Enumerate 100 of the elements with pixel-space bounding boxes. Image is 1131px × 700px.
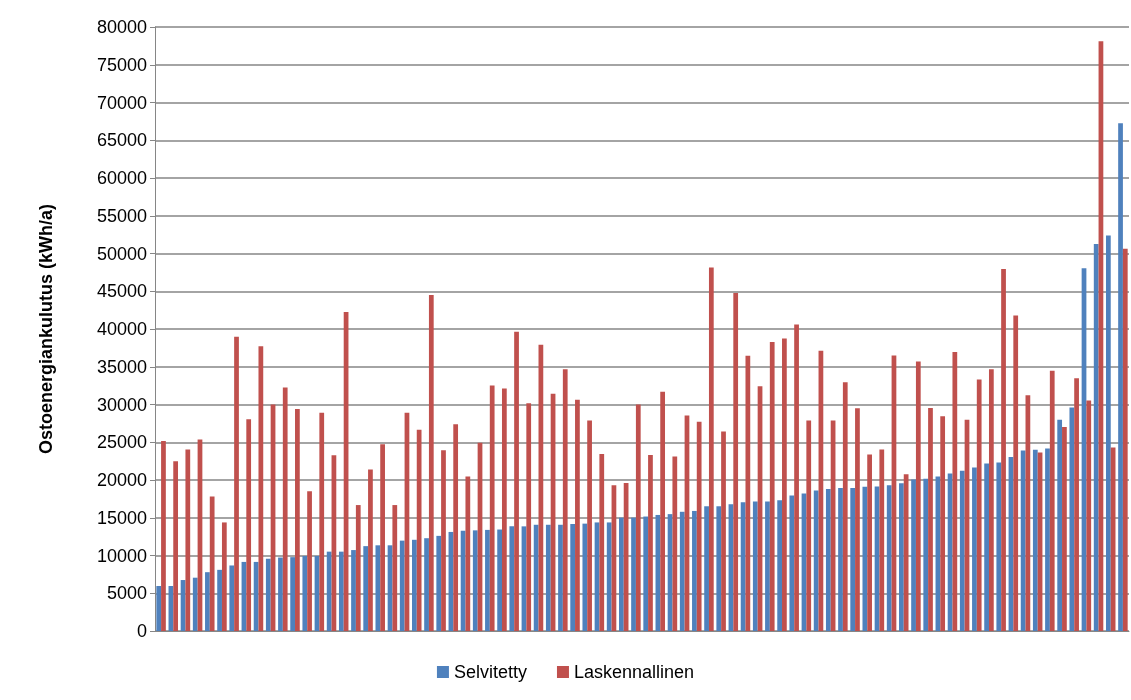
bar: [618, 517, 624, 631]
bar: [562, 369, 568, 631]
y-tick-label: 70000: [96, 92, 147, 113]
bar: [282, 387, 288, 631]
legend-label: Selvitetty: [453, 662, 527, 682]
bar: [351, 550, 356, 631]
bar: [221, 522, 227, 631]
bar: [209, 496, 215, 631]
bar: [1093, 244, 1099, 631]
y-tick-label: 45000: [96, 281, 147, 302]
bar: [721, 431, 726, 631]
bar: [855, 408, 860, 631]
bar: [545, 524, 551, 631]
bar: [696, 421, 702, 631]
bar: [886, 485, 892, 631]
bar: [465, 476, 471, 631]
bar: [789, 495, 795, 631]
bar: [514, 331, 519, 631]
bar: [899, 483, 904, 631]
bar: [441, 450, 446, 631]
bar: [436, 535, 442, 631]
bar: [497, 529, 502, 631]
bar: [806, 420, 812, 631]
bar: [996, 462, 1002, 631]
bar: [173, 461, 179, 631]
bar: [570, 524, 576, 631]
bar: [1057, 419, 1063, 631]
bar: [192, 577, 198, 631]
bar: [587, 420, 592, 631]
bar: [558, 524, 563, 631]
bar: [752, 501, 758, 631]
bar: [850, 488, 856, 631]
bar: [246, 419, 252, 631]
bar: [704, 506, 709, 631]
bar: [368, 469, 373, 631]
bar: [745, 355, 751, 631]
bar: [428, 295, 434, 631]
bar: [1074, 378, 1079, 631]
bar: [769, 341, 775, 631]
y-tick-label: 20000: [96, 470, 147, 490]
legend-label: Laskennallinen: [573, 662, 695, 682]
bar: [606, 522, 612, 631]
bar: [399, 540, 405, 631]
bar: [708, 267, 714, 631]
bar: [1069, 407, 1075, 631]
bar: [205, 572, 210, 631]
y-tick-label: 50000: [96, 243, 147, 264]
bar: [988, 369, 994, 631]
bar: [307, 491, 312, 631]
bar: [813, 490, 819, 631]
bar: [295, 409, 300, 631]
bar: [923, 478, 929, 631]
bar: [1122, 248, 1128, 631]
bar: [879, 449, 885, 631]
bar: [156, 586, 162, 631]
bar: [599, 454, 605, 631]
bar: [424, 538, 429, 631]
bar: [485, 529, 490, 631]
bar: [489, 385, 495, 631]
bar: [1105, 235, 1111, 631]
bar: [952, 351, 958, 631]
bar: [648, 454, 653, 631]
bar: [867, 454, 872, 631]
y-tick-label: 15000: [96, 507, 147, 528]
bar: [319, 412, 325, 631]
bar: [161, 441, 166, 631]
bar: [862, 486, 868, 631]
bar: [1045, 448, 1050, 631]
bar: [972, 467, 977, 631]
bar: [782, 338, 787, 631]
y-tick-label: 30000: [96, 394, 147, 415]
bar: [278, 557, 283, 631]
bar: [825, 488, 831, 631]
bar: [635, 404, 641, 631]
bar: [643, 516, 649, 631]
bar: [733, 293, 739, 631]
bar: [984, 463, 989, 631]
bar: [355, 505, 361, 631]
bar: [794, 324, 799, 631]
bar: [217, 569, 222, 631]
bar: [326, 551, 332, 631]
y-tick-label: 65000: [96, 130, 147, 151]
y-tick-label: 5000: [106, 583, 147, 604]
bar: [1062, 426, 1067, 631]
bar: [338, 551, 344, 631]
y-tick-label: 25000: [96, 432, 147, 453]
bar: [265, 558, 271, 631]
bar: [915, 361, 921, 631]
bar: [1020, 450, 1026, 631]
bar: [582, 523, 588, 631]
bar: [692, 510, 697, 631]
bar: [777, 500, 783, 631]
bar: [911, 479, 916, 631]
bar: [1086, 400, 1092, 631]
bar: [928, 407, 933, 631]
bar: [1013, 315, 1019, 631]
bar: [842, 382, 848, 631]
bar: [412, 539, 417, 631]
bar: [509, 526, 515, 631]
bar: [976, 379, 982, 631]
